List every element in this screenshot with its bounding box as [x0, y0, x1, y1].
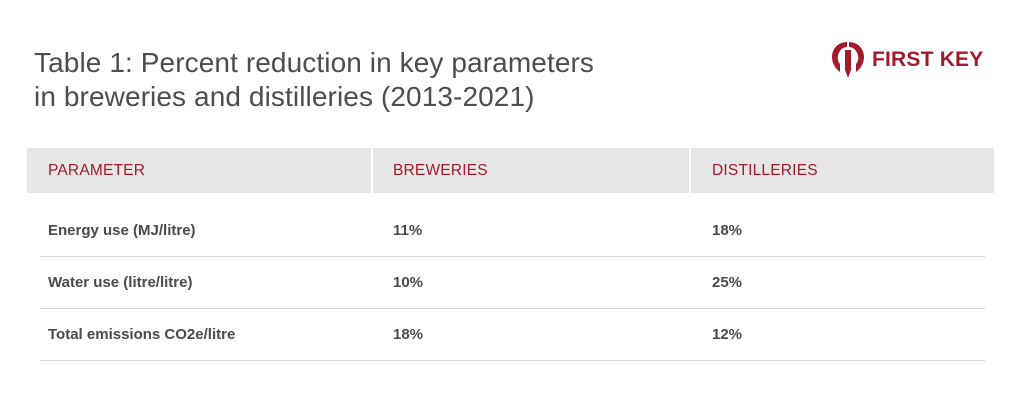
row-distilleries-value: 12%: [712, 326, 743, 343]
row-parameter: Water use (litre/litre): [48, 274, 193, 291]
header-breweries: BREWERIES: [393, 162, 488, 179]
header-distilleries: DISTILLERIES: [712, 162, 818, 179]
title-line-1: Table 1: Percent reduction in key parame…: [34, 47, 595, 78]
table-row: Total emissions CO2e/litre 18% 12%: [40, 309, 985, 361]
row-distilleries-value: 25%: [712, 274, 743, 291]
row-breweries-value: 11%: [393, 222, 423, 239]
row-distilleries-value: 18%: [712, 222, 743, 239]
table-row: Water use (litre/litre) 10% 25%: [40, 257, 985, 309]
logo-text: FIRST KEY: [872, 48, 984, 71]
header-divider: [371, 148, 373, 193]
reduction-table: PARAMETER BREWERIES DISTILLERIES Energy …: [27, 148, 994, 361]
header-parameter: PARAMETER: [48, 162, 146, 179]
table-row: Energy use (MJ/litre) 11% 18%: [40, 205, 985, 257]
brand-logo: FIRST KEY: [830, 40, 983, 80]
row-breweries-value: 10%: [393, 274, 424, 291]
title-line-2: in breweries and distilleries (2013-2021…: [34, 81, 535, 112]
row-parameter: Energy use (MJ/litre): [48, 222, 196, 239]
first-key-logo-icon: [832, 42, 864, 78]
table-header: PARAMETER BREWERIES DISTILLERIES: [27, 148, 994, 193]
page-title: Table 1: Percent reduction in key parame…: [34, 46, 734, 114]
row-breweries-value: 18%: [393, 326, 424, 343]
row-parameter: Total emissions CO2e/litre: [48, 326, 236, 343]
header-divider: [689, 148, 691, 193]
